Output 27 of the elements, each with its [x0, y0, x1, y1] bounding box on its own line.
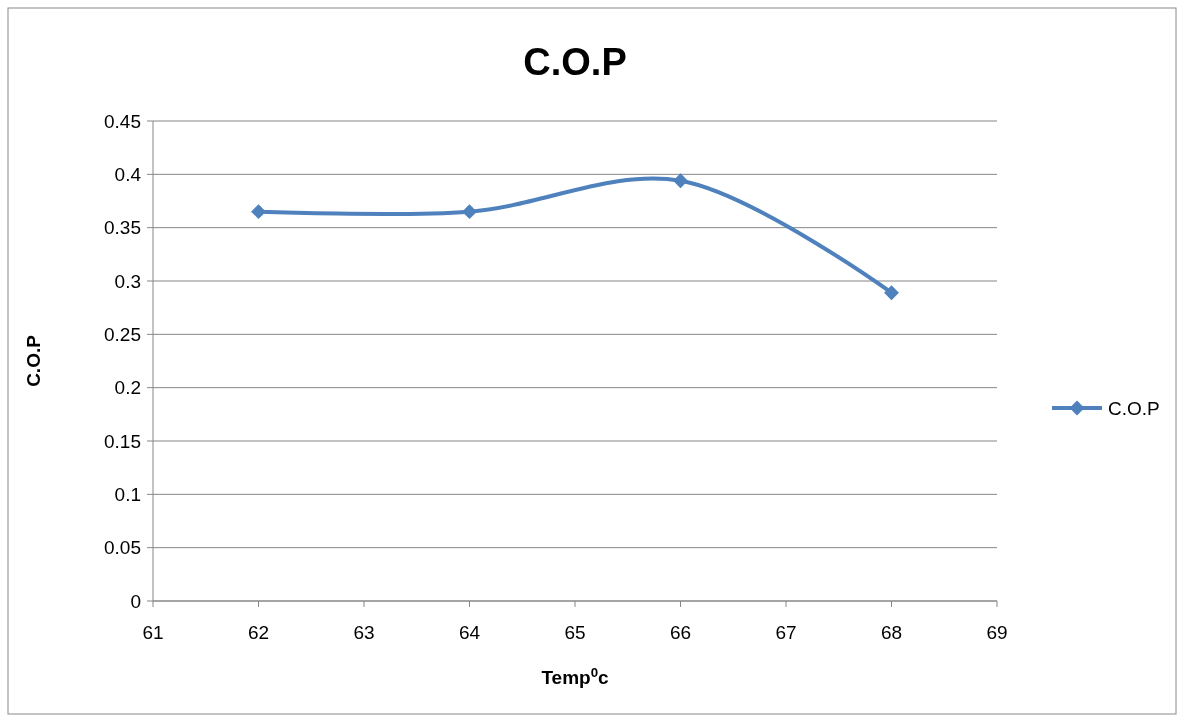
y-tick-label: 0 — [130, 590, 141, 612]
point — [884, 285, 899, 301]
y-tick-label: 0.45 — [104, 110, 141, 132]
x-tick-label: 69 — [986, 622, 1008, 643]
x-tick-label: 61 — [142, 622, 164, 643]
x-tick-label: 62 — [247, 622, 270, 643]
chart-title: C.O.P — [523, 41, 627, 83]
y-tick-label: 0.35 — [104, 217, 141, 239]
y-tick-label: 0.4 — [114, 163, 142, 185]
x-tick-label: 63 — [353, 622, 375, 643]
x-tick-label: 65 — [564, 622, 586, 643]
point — [673, 173, 688, 189]
point — [251, 204, 266, 220]
x-tick-label: 64 — [458, 622, 481, 643]
y-tick-label: 0.15 — [104, 430, 141, 452]
point — [462, 204, 477, 220]
x-tick-label: 66 — [669, 622, 692, 643]
y-tick-label: 0.3 — [114, 270, 141, 292]
x-axis-title: Temp$^{0}$c — [541, 664, 610, 688]
y-tick-label: 0.05 — [104, 537, 141, 559]
y-axis-title: C.O.P — [23, 334, 44, 387]
y-tick-label: 0.2 — [114, 377, 141, 399]
y-tick-label: 0.25 — [104, 323, 141, 345]
x-tick-label: 67 — [775, 622, 797, 643]
legend-label: C.O.P — [1108, 397, 1160, 419]
x-tick-label: 68 — [880, 622, 903, 643]
y-tick-label: 0.1 — [114, 483, 141, 505]
